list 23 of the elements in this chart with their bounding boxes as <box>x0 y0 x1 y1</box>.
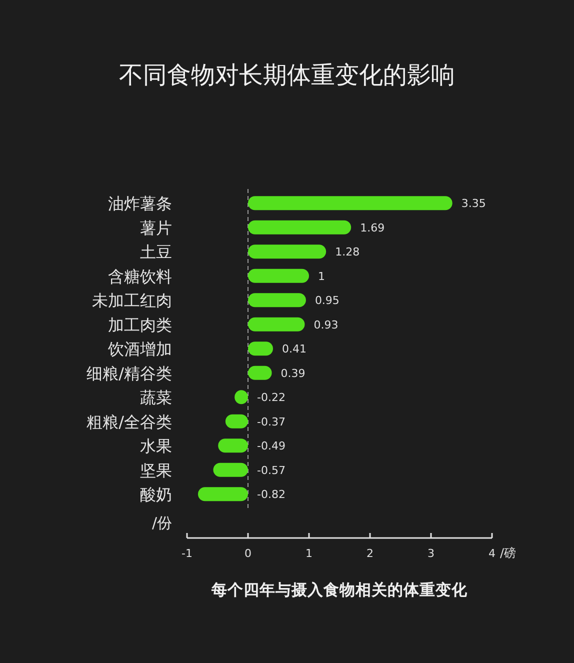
chart-title: 不同食物对长期体重变化的影响 <box>119 61 455 89</box>
x-tick-label: -1 <box>182 547 192 560</box>
y-tick-label: 薯片 <box>140 218 172 238</box>
y-tick-label: 酸奶 <box>140 485 172 504</box>
y-tick-label: 饮酒增加 <box>107 340 172 359</box>
annotation: /磅 <box>500 546 516 560</box>
x-tick-label: 3 <box>428 547 434 560</box>
y-tick-label: 加工肉类 <box>108 315 172 334</box>
y-tick-label: 粗粮/全谷类 <box>86 412 172 432</box>
x-tick-label: 2 <box>366 547 374 560</box>
y-tick-label: 土豆 <box>140 242 172 262</box>
y-tick-label: 坚果 <box>140 460 172 480</box>
y-tick-label: 蔬菜 <box>140 388 172 408</box>
x-tick-label: 0 <box>244 547 252 560</box>
x-axis-title: 每个四年与摄入食物相关的体重变化 <box>210 581 468 599</box>
y-tick-label: 未加工红肉 <box>92 291 172 310</box>
y-tick-label: 水果 <box>140 436 172 456</box>
y-tick-label: 含糖饮料 <box>108 266 172 286</box>
y-tick-label: 细粮/精谷类 <box>86 364 172 383</box>
x-tick-label: 1 <box>306 547 312 560</box>
x-tick-label: 4 <box>488 547 496 560</box>
y-tick-label: 油炸薯条 <box>108 194 172 214</box>
y-axis-title: /份 <box>152 514 172 532</box>
